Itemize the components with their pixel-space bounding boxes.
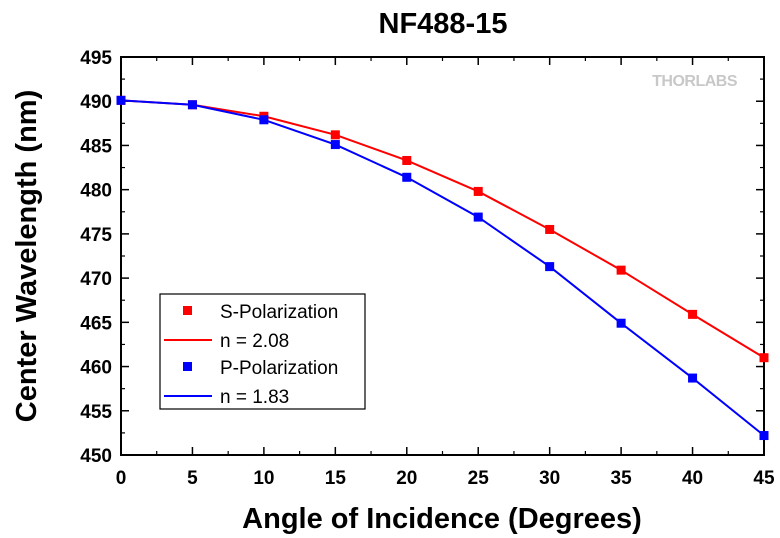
y-tick-label: 475 bbox=[80, 225, 112, 246]
data-point bbox=[688, 373, 698, 383]
x-tick-label: 10 bbox=[253, 468, 274, 489]
series-line bbox=[120, 99, 765, 437]
legend-marker bbox=[183, 306, 192, 315]
data-point bbox=[759, 431, 769, 441]
data-point bbox=[187, 100, 197, 110]
legend-label: P-Polarization bbox=[220, 358, 338, 379]
data-point bbox=[330, 130, 340, 140]
x-tick-label: 40 bbox=[682, 468, 703, 489]
legend-label: S-Polarization bbox=[220, 302, 338, 323]
data-point bbox=[688, 309, 698, 319]
data-point bbox=[473, 212, 483, 222]
x-tick-label: 20 bbox=[396, 468, 417, 489]
x-tick-label: 30 bbox=[539, 468, 560, 489]
data-point bbox=[402, 155, 412, 165]
legend-label: n = 2.08 bbox=[220, 331, 289, 352]
data-point bbox=[545, 262, 555, 272]
y-tick-label: 485 bbox=[80, 136, 112, 157]
x-axis-ticks: 0 5 10 15 20 25 30 35 40 45 bbox=[116, 57, 775, 489]
legend: S-Polarization n = 2.08 P-Polarization n = … bbox=[159, 293, 366, 410]
y-axis-title: Center Wavelength (nm) bbox=[11, 90, 43, 422]
y-tick-label: 480 bbox=[80, 181, 112, 202]
y-tick-label: 460 bbox=[80, 358, 112, 379]
data-point bbox=[759, 353, 769, 363]
x-tick-label: 15 bbox=[325, 468, 347, 489]
data-point bbox=[259, 115, 269, 125]
y-tick-label: 490 bbox=[80, 92, 112, 113]
y-tick-label: 455 bbox=[80, 402, 112, 423]
legend-box bbox=[159, 293, 366, 410]
y-tick-label: 470 bbox=[80, 269, 112, 290]
y-axis-ticks: 450 455 460 465 470 475 480 485 490 495 bbox=[80, 48, 764, 467]
series-lines bbox=[120, 99, 765, 437]
x-tick-label: 25 bbox=[468, 468, 490, 489]
data-point bbox=[473, 186, 483, 196]
y-tick-label: 495 bbox=[80, 48, 112, 69]
data-point bbox=[616, 318, 626, 328]
data-point bbox=[116, 95, 126, 105]
data-point bbox=[330, 140, 340, 150]
legend-marker bbox=[183, 362, 192, 371]
y-tick-label: 465 bbox=[80, 313, 112, 334]
data-point bbox=[545, 224, 555, 234]
y-tick-label: 450 bbox=[80, 446, 112, 467]
x-axis-title: Angle of Incidence (Degrees) bbox=[242, 503, 642, 535]
brand-logo: THORLABS bbox=[652, 73, 738, 90]
chart-title: NF488-15 bbox=[379, 8, 508, 40]
x-tick-label: 5 bbox=[187, 468, 198, 489]
data-point bbox=[402, 172, 412, 182]
data-point bbox=[616, 265, 626, 275]
x-tick-label: 45 bbox=[753, 468, 775, 489]
series-markers bbox=[116, 95, 769, 441]
legend-label: n = 1.83 bbox=[220, 387, 289, 408]
x-tick-label: 35 bbox=[611, 468, 633, 489]
series-line bbox=[120, 99, 765, 359]
x-tick-label: 0 bbox=[116, 468, 127, 489]
